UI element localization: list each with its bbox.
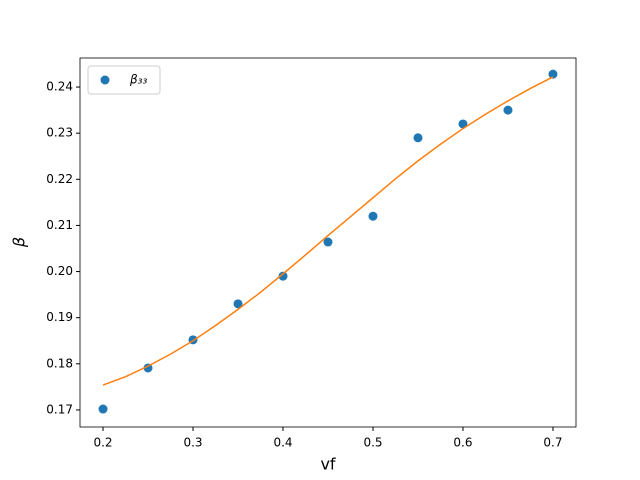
data-point	[278, 271, 288, 281]
x-tick-label: 0.6	[453, 436, 472, 450]
legend-label: β₃₃	[129, 73, 147, 87]
x-axis-label: vf	[320, 455, 335, 474]
x-tick-label: 0.2	[93, 436, 112, 450]
y-tick-label: 0.24	[46, 80, 73, 94]
fit-line	[102, 76, 554, 386]
y-tick-label: 0.17	[46, 402, 73, 416]
data-point	[548, 69, 558, 79]
x-tick-label: 0.5	[363, 436, 382, 450]
legend-box	[87, 65, 161, 95]
data-point	[323, 237, 333, 247]
y-tick-label: 0.20	[46, 264, 73, 278]
data-point	[368, 211, 378, 221]
y-axis-label: β	[10, 237, 29, 248]
legend-marker	[100, 75, 110, 85]
y-tick-label: 0.21	[46, 218, 73, 232]
axes-frame	[79, 57, 577, 428]
y-tick-label: 0.19	[46, 310, 73, 324]
x-tick-label: 0.4	[273, 436, 292, 450]
y-tick-label: 0.18	[46, 356, 73, 370]
y-tick-label: 0.22	[46, 172, 73, 186]
x-tick-label: 0.7	[543, 436, 562, 450]
data-point	[233, 299, 243, 309]
data-point	[458, 119, 468, 129]
data-point	[98, 404, 108, 414]
x-tick-label: 0.3	[183, 436, 202, 450]
y-tick-label: 0.23	[46, 126, 73, 140]
data-point	[503, 105, 513, 115]
data-point	[413, 133, 423, 143]
